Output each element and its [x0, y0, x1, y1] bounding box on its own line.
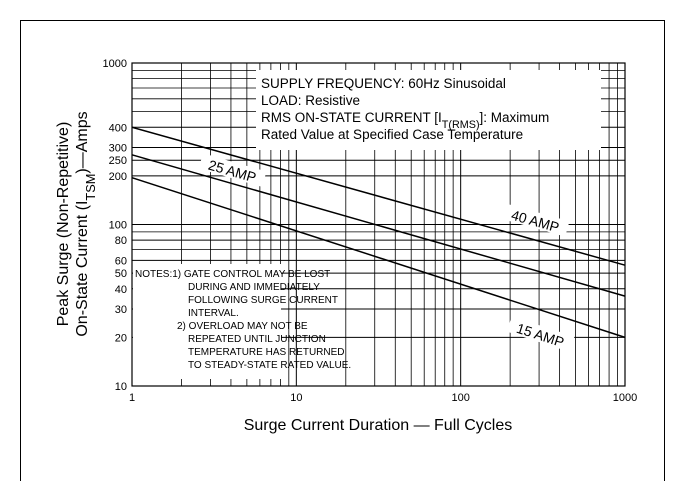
x-tick-label: 1 [129, 392, 135, 404]
condition-text: RMS ON-STATE CURRENT [IT(RMS)]: Maximum [261, 110, 549, 131]
condition-text-part: SUPPLY FREQUENCY: 60Hz Sinusoidal [261, 76, 506, 91]
y-axis-label-line-part: On-State Current (I [74, 201, 91, 337]
y-axis-label-line-part: Peak Surge (Non-Repetitive) [55, 122, 72, 327]
series-line [131, 154, 626, 297]
y-tick-label: 50 [115, 268, 127, 280]
y-tick-label: 30 [115, 304, 127, 316]
series-label-bg [506, 316, 575, 352]
y-tick-label: 300 [109, 142, 127, 154]
y-axis-label-line: On-State Current (ITSM)—Amps [74, 111, 98, 336]
series-label-bg [501, 203, 570, 237]
note-text: TO STEADY-STATE RATED VALUE. [188, 360, 351, 371]
y-axis-label-line-part: TSM [83, 174, 98, 201]
condition-text-part: ]: Maximum [480, 110, 550, 125]
y-tick-label: 80 [115, 235, 127, 247]
x-tick-label: 10 [290, 392, 302, 404]
y-tick-label: 40 [115, 284, 127, 296]
condition-text: Rated Value at Specified Case Temperatur… [261, 127, 523, 142]
y-tick-label: 200 [109, 171, 127, 183]
note-text: 2) OVERLOAD MAY NOT BE [177, 321, 308, 332]
y-tick-label: 250 [109, 155, 127, 167]
y-axis-label-line-part: )—Amps [74, 111, 91, 173]
y-tick-label: 100 [109, 220, 127, 232]
series-label-bg [198, 153, 267, 187]
y-tick-label: 20 [115, 332, 127, 344]
note-text: INTERVAL. [188, 308, 239, 319]
note-text: REPEATED UNTIL JUNCTION [188, 334, 326, 345]
condition-text-part: RMS ON-STATE CURRENT [I [261, 110, 442, 125]
note-text: DURING AND IMMEDIATELY [188, 282, 320, 293]
notes-box [133, 264, 281, 379]
conditions-box [256, 70, 601, 150]
x-tick-label: 100 [451, 392, 469, 404]
note-text: FOLLOWING SURGE CURRENT [188, 295, 338, 306]
condition-text-part: T(RMS) [442, 119, 480, 131]
condition-text-part: LOAD: Resistive [261, 93, 360, 108]
y-axis-label: Peak Surge (Non-Repetitive) On-State Curr… [55, 111, 98, 336]
series-label: 15 AMP [515, 320, 567, 350]
condition-text: SUPPLY FREQUENCY: 60Hz Sinusoidal [261, 76, 506, 91]
series-line [131, 176, 626, 339]
condition-text-part: Rated Value at Specified Case Temperatur… [261, 127, 523, 142]
condition-text: LOAD: Resistive [261, 93, 360, 108]
note-text: TEMPERATURE HAS RETURNED [188, 347, 345, 358]
x-tick-label: 1000 [613, 392, 637, 404]
note-text: NOTES:1) GATE CONTROL MAY BE LOST [135, 269, 330, 280]
y-tick-label: 60 [115, 255, 127, 267]
x-axis-label: Surge Current Duration — Full Cycles [244, 417, 513, 434]
frame [20, 20, 665, 481]
series-line [131, 126, 626, 266]
plot-border [131, 62, 626, 387]
series-label: 40 AMP [510, 207, 562, 236]
y-tick-label: 400 [109, 122, 127, 134]
y-tick-label: 10 [115, 381, 127, 393]
y-axis-label-line: Peak Surge (Non-Repetitive) [55, 122, 72, 327]
y-tick-label: 1000 [103, 58, 127, 70]
